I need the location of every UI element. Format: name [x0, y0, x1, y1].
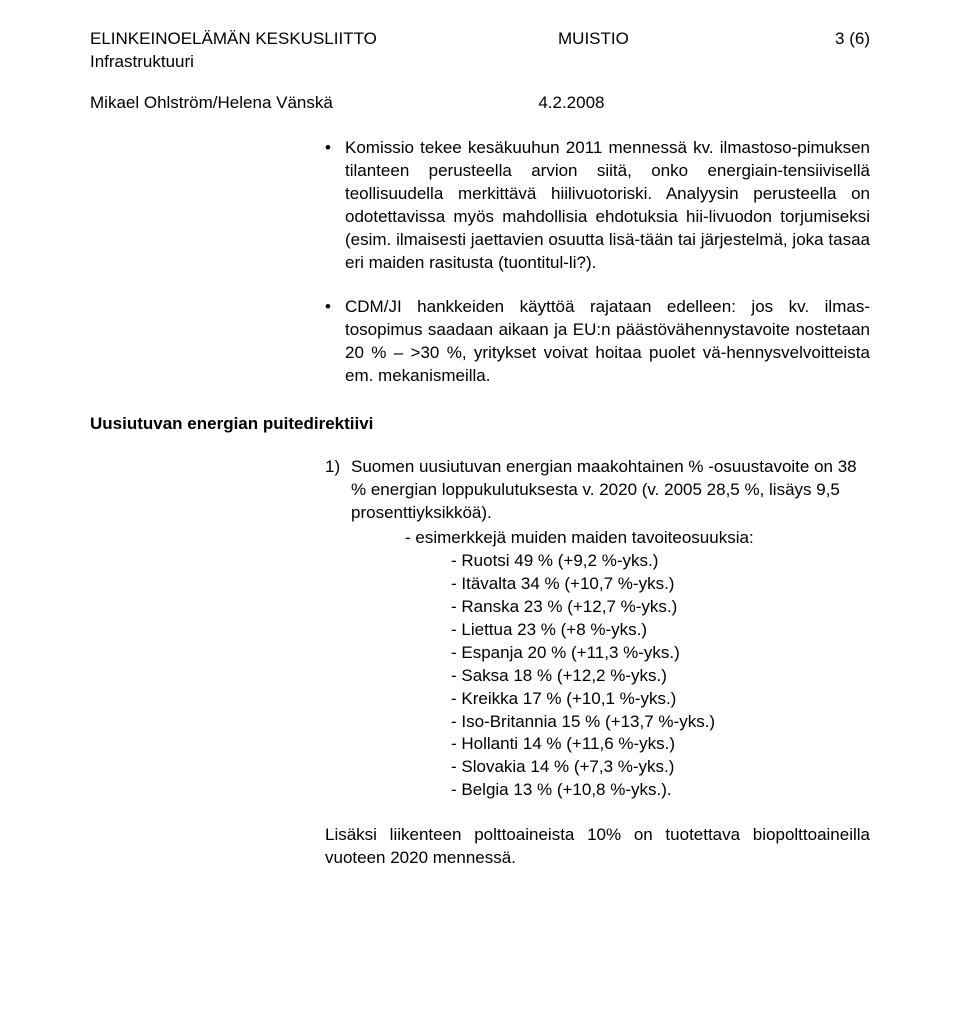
- list-item: - Liettua 23 % (+8 %-yks.): [451, 619, 870, 642]
- sublist: - esimerkkejä muiden maiden tavoiteosuuk…: [405, 527, 870, 550]
- numbered-lead: Suomen uusiutuvan energian maakohtainen …: [351, 457, 857, 522]
- list-item: - Ruotsi 49 % (+9,2 %-yks.): [451, 550, 870, 573]
- list-item: - Saksa 18 % (+12,2 %-yks.): [451, 665, 870, 688]
- header-doctype: MUISTIO: [377, 28, 810, 51]
- list-item: - Hollanti 14 % (+11,6 %-yks.): [451, 733, 870, 756]
- list-item: - Espanja 20 % (+11,3 %-yks.): [451, 642, 870, 665]
- body-column: • Komissio tekee kesäkuuhun 2011 menness…: [325, 137, 870, 388]
- numbered-item: 1) Suomen uusiutuvan energian maakohtain…: [325, 456, 870, 802]
- bullet-text: CDM/JI hankkeiden käyttöä rajataan edell…: [345, 296, 870, 388]
- list-item: - Kreikka 17 % (+10,1 %-yks.): [451, 688, 870, 711]
- section-heading: Uusiutuvan energian puitedirektiivi: [90, 414, 870, 434]
- list-item: - Iso-Britannia 15 % (+13,7 %-yks.): [451, 711, 870, 734]
- sublist-intro: - esimerkkejä muiden maiden tavoiteosuuk…: [405, 527, 870, 550]
- author-row: Mikael Ohlström/Helena Vänskä 4.2.2008: [90, 92, 870, 115]
- trailing-paragraph: Lisäksi liikenteen polttoaineista 10% on…: [325, 824, 870, 870]
- header-dept: Infrastruktuuri: [90, 51, 870, 74]
- country-list: - Ruotsi 49 % (+9,2 %-yks.) - Itävalta 3…: [451, 550, 870, 802]
- header-row: ELINKEINOELÄMÄN KESKUSLIITTO MUISTIO 3 (…: [90, 28, 870, 51]
- bullet-dot-icon: •: [325, 137, 345, 275]
- body-column-2: 1) Suomen uusiutuvan energian maakohtain…: [325, 456, 870, 870]
- header-pagenum: 3 (6): [810, 28, 870, 51]
- numbered-marker: 1): [325, 456, 351, 802]
- numbered-text: Suomen uusiutuvan energian maakohtainen …: [351, 456, 870, 802]
- bullet-text: Komissio tekee kesäkuuhun 2011 mennessä …: [345, 137, 870, 275]
- header-org: ELINKEINOELÄMÄN KESKUSLIITTO: [90, 28, 377, 51]
- header-date: 4.2.2008: [333, 92, 810, 115]
- header-spacer: [810, 92, 870, 115]
- list-item: - Belgia 13 % (+10,8 %-yks.).: [451, 779, 870, 802]
- bullet-dot-icon: •: [325, 296, 345, 388]
- bullet-item: • CDM/JI hankkeiden käyttöä rajataan ede…: [325, 296, 870, 388]
- page: ELINKEINOELÄMÄN KESKUSLIITTO MUISTIO 3 (…: [0, 0, 960, 910]
- list-item: - Ranska 23 % (+12,7 %-yks.): [451, 596, 870, 619]
- list-item: - Slovakia 14 % (+7,3 %-yks.): [451, 756, 870, 779]
- header-author: Mikael Ohlström/Helena Vänskä: [90, 92, 333, 115]
- bullet-item: • Komissio tekee kesäkuuhun 2011 menness…: [325, 137, 870, 275]
- list-item: - Itävalta 34 % (+10,7 %-yks.): [451, 573, 870, 596]
